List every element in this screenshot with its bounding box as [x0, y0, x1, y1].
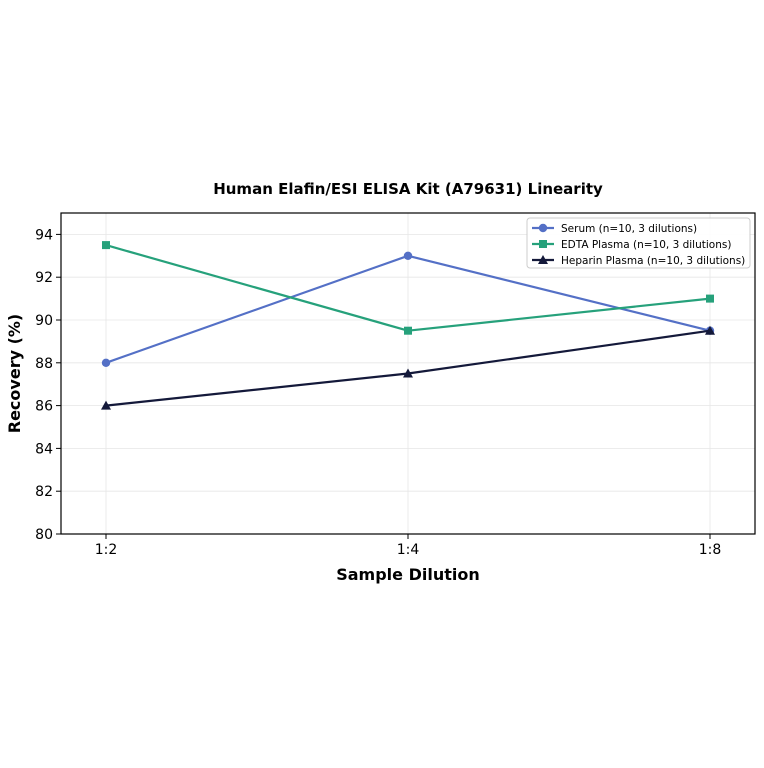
x-axis-ticks: 1:2 1:4 1:8	[95, 534, 722, 558]
legend-marker	[538, 255, 548, 264]
chart-title: Human Elafin/ESI ELISA Kit (A79631) Line…	[213, 180, 603, 198]
x-tick-label: 1:2	[95, 542, 118, 558]
data-point	[101, 358, 111, 367]
y-tick-label: 88	[35, 356, 53, 372]
y-axis-label: Recovery (%)	[5, 314, 24, 433]
legend-item: EDTA Plasma (n=10, 3 dilutions)	[532, 239, 731, 251]
y-tick-label: 92	[35, 270, 53, 286]
series-2	[101, 325, 715, 410]
y-axis-ticks: 80 82 84 86 88 90 92 94	[35, 227, 61, 543]
data-point	[403, 251, 413, 260]
legend-label: Heparin Plasma (n=10, 3 dilutions)	[561, 255, 745, 267]
y-tick-label: 86	[35, 399, 53, 415]
data-point	[706, 294, 714, 303]
data-point	[404, 326, 412, 335]
y-tick-label: 94	[35, 227, 53, 243]
legend-label: EDTA Plasma (n=10, 3 dilutions)	[561, 239, 731, 251]
y-tick-label: 90	[35, 313, 53, 329]
legend-marker	[539, 240, 547, 248]
x-tick-label: 1:4	[397, 542, 420, 558]
x-axis-label: Sample Dilution	[336, 565, 480, 584]
y-tick-label: 82	[35, 484, 53, 500]
data-point	[705, 325, 715, 335]
legend-label: Serum (n=10, 3 dilutions)	[561, 223, 697, 235]
x-tick-label: 1:8	[699, 542, 722, 558]
data-point	[403, 368, 413, 378]
legend-item: Heparin Plasma (n=10, 3 dilutions)	[532, 255, 745, 267]
legend-marker	[538, 223, 548, 233]
legend: Serum (n=10, 3 dilutions) EDTA Plasma (n=…	[526, 217, 751, 269]
series-layer	[101, 241, 715, 410]
data-point	[101, 400, 111, 410]
legend-item: Serum (n=10, 3 dilutions)	[532, 223, 697, 235]
y-tick-label: 84	[35, 441, 53, 457]
legend-box	[526, 217, 751, 269]
y-tick-label: 80	[35, 527, 53, 543]
series-1	[102, 241, 714, 335]
data-point	[102, 241, 110, 250]
